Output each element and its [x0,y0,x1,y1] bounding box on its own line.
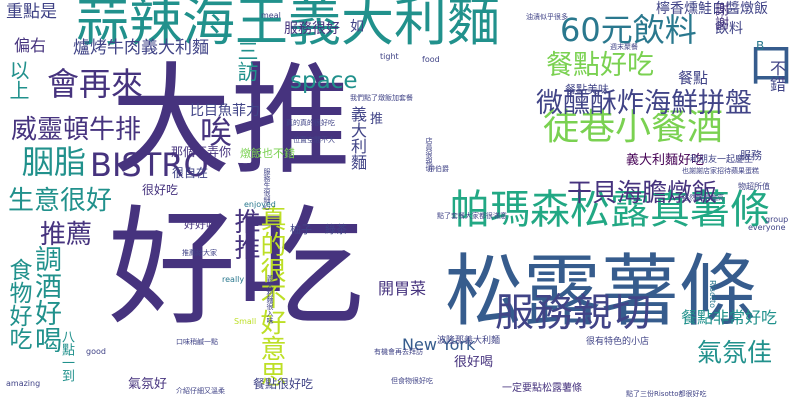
word-very-tasty: 很好吃 [142,183,179,197]
word-food-tasty: 食物好吃 [5,258,31,350]
word-scallop-risotto: 干貝海膽燉飯 [567,178,718,207]
word-risotto-en: Risotto [708,280,717,309]
word-pasta: 義大利麵 [348,106,367,170]
word-bolognese: 波隆那義大利麵 [437,336,501,346]
word-tight-en: tight [380,52,399,61]
word-ai: 唉 [200,113,233,151]
word-ambience-good: 氣氛佳 [697,338,773,367]
word-tui: 推 [370,112,384,127]
word-space: space [290,68,358,94]
word-three-risotto: 點了三份Risotto都很好吃 [626,390,707,398]
word-service-kind: 服務親切 [495,291,652,336]
word-ambience-nice: 氣氛好 [128,377,168,392]
word-recommend-all: 推薦給大家 [182,249,217,257]
word-ru: 如 [350,19,364,35]
word-but-tasty: 但食物很好吃 [391,377,433,385]
word-pasta-flavorful: 義大利麵很入味 [266,275,274,324]
word-dont-bother: 那個不弄你 [171,145,232,159]
word-above: 以上 [6,60,30,100]
word-thanks: 謝謝 [713,2,729,30]
word-tui-tui: 推推 [230,208,260,260]
word-so-tasty: 好好吃 [184,218,217,231]
word-bistro: BISTRO [90,146,209,184]
word-recommend: 推薦 [40,220,93,250]
word-attentive-staff: 服務生很細心 [263,168,271,210]
word-birthday: 和朋友一起慶生 [690,155,754,165]
word-kou: 口 [748,38,794,92]
word-key-point: 重點是 [6,2,57,22]
word-pasta-tasty: 義大利麵好吃 [626,153,705,168]
word-amazing-en: amazing [6,379,41,388]
word-friendly-staff: 店員很親切 [425,137,433,172]
word-meal-very-tasty: 餐點非常好吃 [681,308,778,327]
word-really-en: really [222,275,245,284]
word-enjoyed-en: enjoyed [244,200,276,209]
word-hao-chi: 好吃 [108,194,365,343]
word-meal-en: meal [261,11,281,20]
word-green-tea: 綠茶 [325,223,347,236]
word-truffle-fries: 松露薯條 [445,247,758,337]
word-weekend-meal: 週末聚餐 [610,43,638,51]
word-unique-shop: 很有特色的小店 [586,337,650,347]
word-really-tasty: 真的真的很好吃 [286,119,335,127]
word-price-high: 雖然價格偏高 [682,194,724,202]
word-seafood-platter: 微醺酥炸海鮮拼盤 [536,88,752,119]
word-roast-beef-pasta: 爐烤牛肉義大利麵 [73,38,209,58]
word-meal-delicious: 餐點美味 [565,83,609,96]
word-drinks: 飲料 [715,21,743,37]
word-service: 服務 [740,149,762,162]
word-everyone-en: everyone [748,223,786,232]
word-beef-wellington: 威靈頓牛排 [11,115,142,145]
word-must-order-fries: 一定要點松露薯條 [502,383,582,394]
word-all-satisfied: 點了套餐大家都很滿意 [437,212,507,220]
word-comfortable: 很自在 [172,166,209,180]
word-service-good: 服務很好 [284,21,340,37]
word-pomelo: 柚子 [290,223,312,236]
word-thanks-cake: 也謝謝店家招待蘋果蛋糕 [682,167,759,175]
word-third-visit: 三訪 [235,40,259,82]
word-come-again: 會再來 [47,65,144,103]
word-appetizer: 開胃菜 [378,279,427,298]
word-sorry: 真的很不好意思 [256,205,286,387]
word-new-york: New York [402,335,476,354]
word-slightly-right: 偏右 [14,36,47,55]
word-good-en: good [86,347,106,356]
word-not-bad: 不錯 [767,60,786,92]
word-meal-tasty: 餐點好吃 [546,50,654,81]
word-bistro-name: 徒巷小餐酒 [543,107,724,148]
word-salmon-risotto: 檸香燻鮭白醬燉飯 [656,1,768,17]
word-meal: 餐點 [678,69,709,87]
word-visit-again: 有機會再去拜訪 [374,348,423,356]
word-small-en: Small [234,317,257,326]
word-da-tui: 大推 [111,52,351,191]
word-halibut: 比目魚菲力 [190,103,260,119]
word-cocktails-good: 調酒好喝 [30,245,61,353]
word-risotto-good: 燉飯也不錯 [240,147,295,160]
word-garlic-pasta: 蒜辣海王義大利麵 [76,0,500,53]
word-ordered-set: 我們點了燉飯加套餐 [350,94,413,102]
word-bit-salty: 口味稍鹹一點 [176,338,218,346]
word-worth-it: 物超所值 [738,182,770,191]
word-eight-oclock: 八點一到 [59,330,74,382]
word-group-en: group [765,215,789,224]
word-b: B [756,39,765,53]
word-business-good: 生意很好 [8,186,113,216]
word-detailed-intro: 介紹仔細又溫柔 [176,387,225,395]
word-oily: 油漬似乎很多 [526,13,568,21]
word-meal-good: 餐點很好吃 [253,377,314,391]
word-earl-grey: 帶伯爵 [428,165,449,173]
word-parmesan-fries: 帕瑪森松露真薯條 [450,187,770,233]
word-drink-price: 60元飲料 [560,11,697,49]
word-tasty-drink: 很好喝 [454,355,494,370]
word-food-en: food [422,55,440,64]
word-small-space: 位置空間不大 [293,136,335,144]
word-rouge: 胭脂 [22,143,87,181]
